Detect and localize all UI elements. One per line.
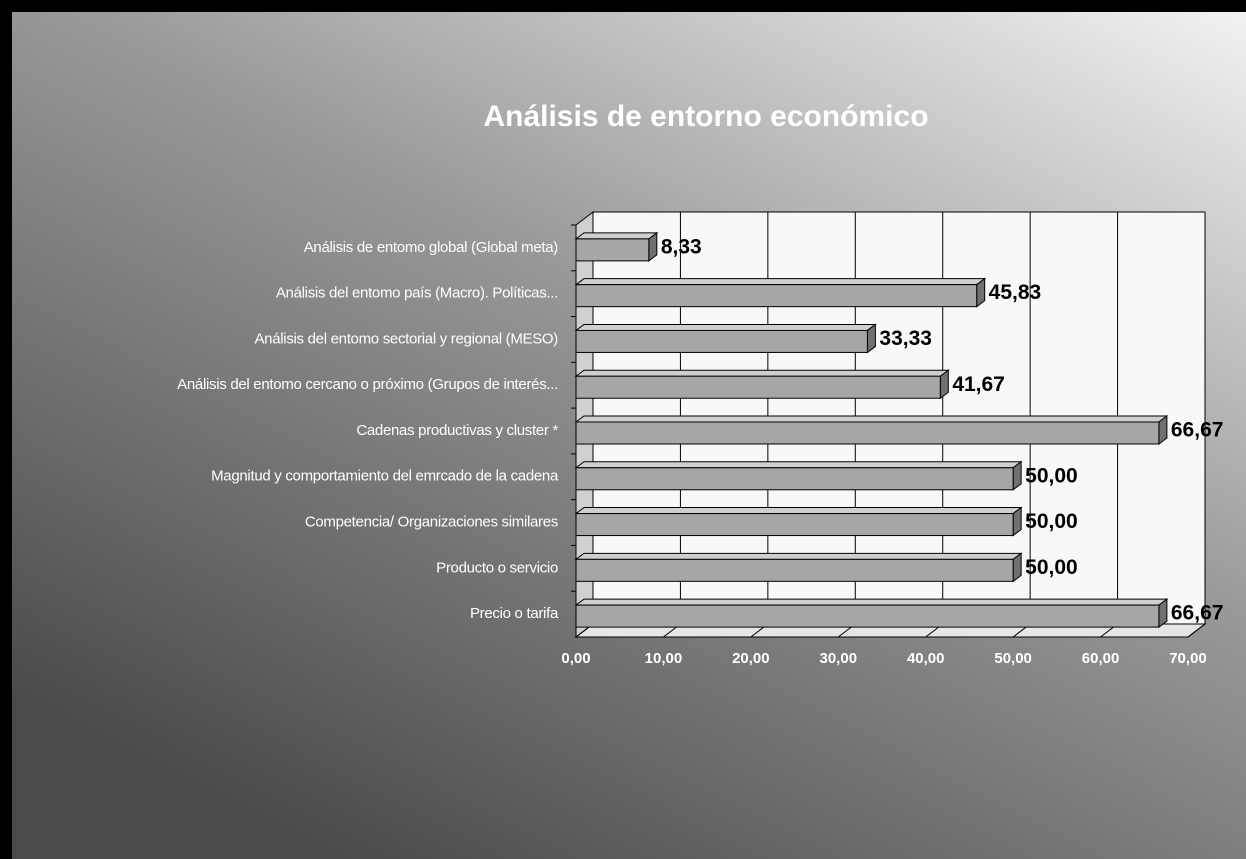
x-tick-label: 20,00 <box>732 650 770 667</box>
value-label: 50,00 <box>1025 464 1078 487</box>
value-label: 66,67 <box>1171 602 1224 625</box>
x-tick <box>1187 623 1206 638</box>
y-tick-label: Análisis del entomo cercano o próximo (G… <box>177 376 558 393</box>
value-label: 50,00 <box>1025 510 1078 533</box>
bar-top <box>574 232 659 240</box>
x-tick-label: 40,00 <box>907 650 945 667</box>
y-tick-label: Producto o servicio <box>436 559 558 576</box>
bar <box>575 284 978 308</box>
y-tick-label: Competencia/ Organizaciones similares <box>305 514 558 531</box>
value-label: 66,67 <box>1171 419 1224 442</box>
x-tick-label: 0,00 <box>561 650 590 667</box>
value-label: 45,83 <box>989 281 1042 304</box>
x-tick-label: 10,00 <box>645 650 683 667</box>
bar <box>575 604 1160 628</box>
chart-title: Análisis de entorno económico <box>483 100 928 133</box>
y-tick-label: Magnitud y comportamiento del emrcado de… <box>211 468 559 485</box>
bar-top <box>574 323 877 331</box>
bar-top <box>574 461 1023 469</box>
value-label: 50,00 <box>1025 556 1078 579</box>
bar-top <box>574 278 987 286</box>
value-label: 33,33 <box>879 327 932 350</box>
y-tick-label: Cadenas productivas y cluster * <box>356 422 558 439</box>
bar <box>575 421 1160 445</box>
bar <box>575 238 650 262</box>
x-tick-label: 70,00 <box>1169 650 1207 667</box>
x-tick-label: 30,00 <box>820 650 858 667</box>
y-tick-label: Análisis del entomo sectorial y regional… <box>254 330 558 347</box>
bar-top <box>574 507 1023 515</box>
y-tick-label: Precio o tarifa <box>470 605 559 622</box>
bar <box>575 329 868 353</box>
bar <box>575 467 1014 491</box>
value-label: 41,67 <box>952 373 1005 396</box>
y-tick-label: Análisis de entomo global (Global meta) <box>304 239 559 256</box>
y-tick-label: Análisis del entomo país (Macro). Políti… <box>276 285 558 302</box>
bar-top <box>574 415 1169 423</box>
value-label: 8,33 <box>661 235 702 258</box>
bar-top <box>574 552 1023 560</box>
bar <box>575 558 1014 582</box>
x-tick-label: 50,00 <box>994 650 1032 667</box>
bar <box>575 375 941 399</box>
bar <box>575 513 1014 537</box>
x-tick-label: 60,00 <box>1082 650 1120 667</box>
bar-top <box>574 598 1169 606</box>
bar-top <box>574 369 950 377</box>
